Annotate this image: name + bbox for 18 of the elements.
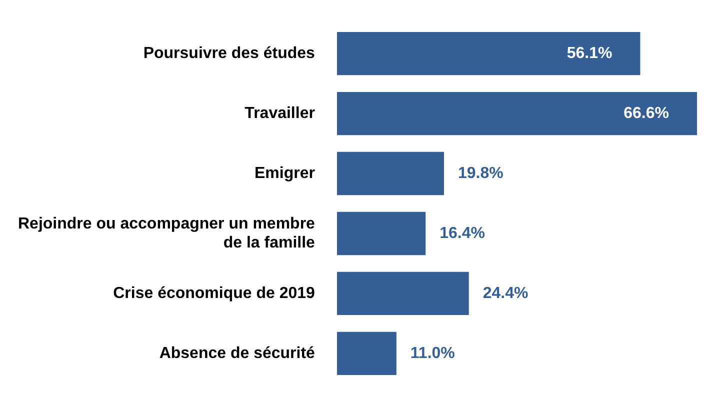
- data-label: 11.0%: [410, 344, 455, 362]
- y-tick-label: Crise économique de 2019: [113, 284, 316, 302]
- y-tick-label: Rejoindre ou accompagner un membre de la famille: [18, 215, 316, 252]
- y-tick-label: Travailler: [244, 104, 315, 122]
- bar: [336, 212, 426, 256]
- bar: [336, 32, 640, 76]
- y-tick-label: Emigrer: [254, 164, 315, 182]
- bar: [336, 92, 697, 136]
- data-label: 56.1%: [566, 44, 612, 62]
- data-label: 16.4%: [440, 224, 485, 242]
- data-label: 24.4%: [482, 284, 528, 302]
- bar: [336, 272, 469, 316]
- y-tick-label: Poursuivre des études: [143, 44, 316, 62]
- bar: [336, 152, 444, 196]
- bar: [336, 332, 396, 376]
- data-label: 66.6%: [624, 104, 669, 122]
- data-label: 19.8%: [458, 164, 504, 182]
- y-tick-label: Absence de sécurité: [159, 344, 316, 362]
